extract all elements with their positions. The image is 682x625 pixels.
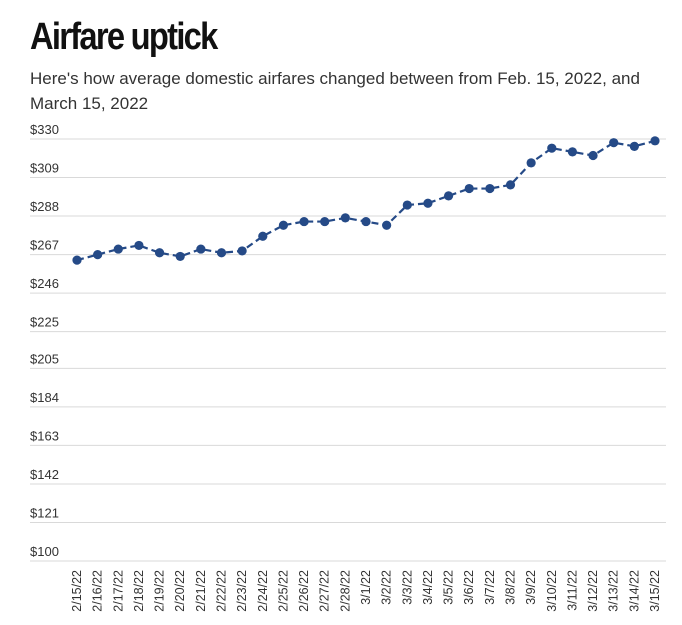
- data-point: [567, 147, 578, 157]
- data-point: [175, 251, 185, 262]
- y-tick-label: $205: [30, 351, 59, 366]
- x-tick-label: 2/26/22: [297, 570, 311, 612]
- y-tick-label: $100: [30, 544, 59, 559]
- x-tick-label: 3/4/22: [421, 570, 435, 605]
- y-tick-label: $121: [30, 505, 59, 520]
- data-point: [629, 141, 639, 151]
- x-tick-label: 2/17/22: [111, 570, 125, 612]
- y-tick-label: $246: [30, 276, 59, 291]
- x-tick-label: 3/2/22: [380, 570, 394, 605]
- x-tick-label: 3/15/22: [648, 570, 662, 612]
- x-tick-label: 3/12/22: [586, 570, 600, 612]
- y-tick-label: $184: [30, 390, 59, 405]
- x-tick-label: 3/5/22: [442, 570, 456, 605]
- x-tick-label: 2/25/22: [276, 570, 290, 612]
- data-point: [505, 180, 516, 190]
- x-tick-label: 2/28/22: [338, 570, 352, 612]
- data-point: [154, 248, 165, 258]
- y-tick-label: $142: [30, 467, 59, 482]
- data-point: [443, 191, 454, 201]
- data-point: [485, 183, 495, 194]
- x-axis-ticks: 2/15/22 2/16/22 2/17/22 2/18/22 2/19/22 2/20/…: [70, 570, 662, 612]
- data-point: [361, 216, 371, 227]
- y-tick-label: $288: [30, 199, 59, 214]
- data-point: [609, 138, 619, 148]
- data-point: [93, 249, 103, 260]
- x-tick-label: 2/15/22: [70, 570, 84, 612]
- x-tick-label: 2/16/22: [91, 570, 105, 612]
- y-tick-label: $163: [30, 428, 59, 443]
- x-tick-label: 3/13/22: [607, 570, 621, 612]
- x-tick-label: 2/23/22: [235, 570, 249, 612]
- x-tick-label: 3/6/22: [462, 570, 476, 605]
- data-point: [134, 240, 144, 251]
- gridlines: [30, 138, 666, 562]
- data-point: [216, 248, 227, 258]
- x-tick-label: 2/21/22: [194, 570, 208, 612]
- x-tick-label: 3/14/22: [627, 570, 641, 612]
- data-point: [299, 216, 309, 227]
- data-point: [650, 136, 660, 146]
- x-tick-label: 3/3/22: [400, 570, 414, 605]
- y-tick-label: $267: [30, 238, 59, 253]
- data-point: [526, 158, 536, 168]
- x-tick-label: 2/22/22: [215, 570, 229, 612]
- data-point: [237, 246, 247, 256]
- x-tick-label: 2/18/22: [132, 570, 146, 612]
- data-point: [402, 200, 412, 210]
- x-tick-label: 2/27/22: [318, 570, 332, 612]
- chart-subtitle: Here's how average domestic airfares cha…: [30, 69, 640, 113]
- data-point: [72, 255, 82, 265]
- x-tick-label: 2/24/22: [256, 570, 270, 612]
- data-point: [258, 231, 268, 241]
- x-tick-label: 2/19/22: [153, 570, 167, 612]
- data-point: [196, 244, 206, 254]
- data-point: [320, 216, 330, 227]
- data-point: [588, 150, 598, 161]
- data-point: [340, 213, 350, 223]
- series-line: [76, 139, 656, 262]
- y-tick-label: $330: [30, 122, 59, 137]
- x-tick-label: 3/8/22: [504, 570, 518, 605]
- y-tick-label: $225: [30, 315, 59, 330]
- y-tick-label: $309: [30, 161, 59, 176]
- x-tick-label: 3/9/22: [524, 570, 538, 605]
- data-point: [278, 220, 289, 230]
- x-tick-label: 3/1/22: [359, 570, 373, 605]
- x-tick-label: 2/20/22: [173, 570, 187, 612]
- data-point: [423, 198, 433, 208]
- series-layer: [72, 136, 660, 265]
- x-tick-label: 3/7/22: [483, 570, 497, 605]
- chart-title: Airfare uptick: [30, 16, 218, 58]
- data-point: [113, 244, 123, 254]
- data-point: [382, 220, 392, 230]
- data-point: [464, 183, 474, 194]
- y-axis-ticks: $100 $121 $142 $163 $184 $205 $225 $246 $267 $288…: [30, 122, 59, 559]
- data-point: [547, 143, 557, 153]
- x-tick-label: 3/11/22: [565, 570, 579, 611]
- x-tick-label: 3/10/22: [545, 570, 559, 612]
